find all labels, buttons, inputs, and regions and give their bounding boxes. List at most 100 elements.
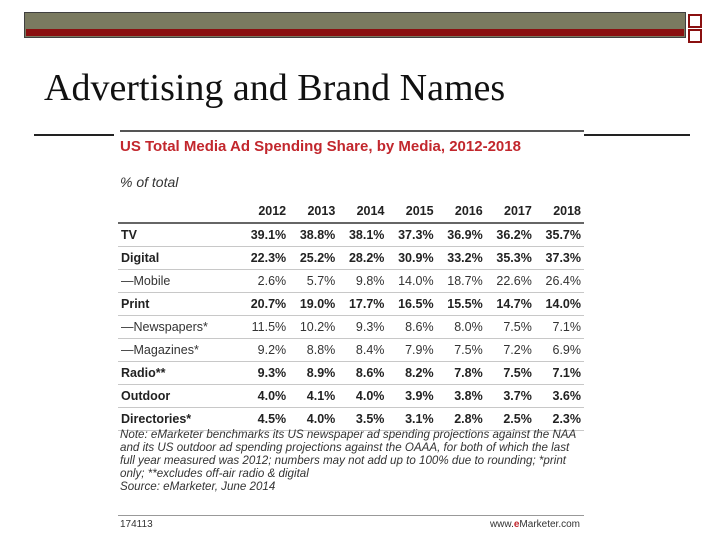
table-row: Digital 22.3% 25.2% 28.2% 30.9% 33.2% 35.3% 37.… (118, 246, 584, 270)
table-cell: 7.5% (485, 315, 535, 339)
row-label: —Newspapers* (118, 315, 240, 339)
title-underline-right (582, 134, 690, 136)
table-cell: 37.3% (534, 246, 584, 270)
ad-spending-figure: US Total Media Ad Spending Share, by Med… (114, 130, 584, 534)
table-cell: 14.0% (387, 269, 437, 293)
figure-subtitle: % of total (120, 174, 179, 190)
table-cell: 7.5% (485, 361, 535, 385)
table-cell: 9.3% (240, 361, 290, 385)
table-cell: 7.1% (534, 361, 584, 385)
column-header-year: 2017 (485, 199, 535, 224)
table-cell: 15.5% (436, 292, 486, 316)
figure-id: 174113 (120, 519, 153, 530)
table-cell: 4.0% (240, 384, 290, 408)
table-cell: 22.3% (240, 246, 290, 270)
column-header-year: 2015 (387, 199, 437, 224)
table-row: TV 39.1% 38.8% 38.1% 37.3% 36.9% 36.2% 35.7% (118, 223, 584, 247)
table-cell: 35.3% (485, 246, 535, 270)
table-cell: 8.6% (338, 361, 388, 385)
table-cell: 8.0% (436, 315, 486, 339)
table-header-row: 2012 2013 2014 2015 2016 2017 2018 (118, 199, 584, 224)
table-cell: 8.6% (387, 315, 437, 339)
table-cell: 8.2% (387, 361, 437, 385)
ad-spending-table: 2012 2013 2014 2015 2016 2017 2018 TV 39.1% 38.8… (118, 199, 584, 431)
table-cell: 2.3% (534, 407, 584, 431)
table-cell: 7.9% (387, 338, 437, 362)
row-label: TV (118, 223, 240, 247)
row-label: —Magazines* (118, 338, 240, 362)
table-cell: 7.8% (436, 361, 486, 385)
figure-note-text: Note: eMarketer benchmarks its US newspa… (120, 428, 576, 480)
column-header-year: 2018 (534, 199, 584, 224)
table-cell: 9.8% (338, 269, 388, 293)
slide-header-accent (26, 29, 684, 36)
table-cell: 38.8% (289, 223, 339, 247)
table-cell: 28.2% (338, 246, 388, 270)
figure-footer-rule (118, 515, 584, 516)
table-cell: 10.2% (289, 315, 339, 339)
table-cell: 7.2% (485, 338, 535, 362)
column-header-year: 2014 (338, 199, 388, 224)
table-cell: 26.4% (534, 269, 584, 293)
row-label: Print (118, 292, 240, 316)
table-cell: 3.9% (387, 384, 437, 408)
table-cell: 4.0% (289, 407, 339, 431)
table-cell: 11.5% (240, 315, 290, 339)
table-cell: 3.1% (387, 407, 437, 431)
table-cell: 8.4% (338, 338, 388, 362)
table-cell: 14.7% (485, 292, 535, 316)
table-cell: 9.3% (338, 315, 388, 339)
table-cell: 38.1% (338, 223, 388, 247)
row-label: Digital (118, 246, 240, 270)
table-cell: 6.9% (534, 338, 584, 362)
table-cell: 17.7% (338, 292, 388, 316)
figure-top-rule (120, 130, 584, 132)
table-cell: 2.6% (240, 269, 290, 293)
table-row: —Magazines* 9.2% 8.8% 8.4% 7.9% 7.5% 7.2% 6.9% (118, 338, 584, 362)
column-header-year: 2016 (436, 199, 486, 224)
table-cell: 7.1% (534, 315, 584, 339)
table-row: Directories* 4.5% 4.0% 3.5% 3.1% 2.8% 2.5% 2.3% (118, 407, 584, 431)
table-cell: 3.8% (436, 384, 486, 408)
figure-title: US Total Media Ad Spending Share, by Med… (120, 138, 521, 155)
table-cell: 2.8% (436, 407, 486, 431)
table-row: —Mobile 2.6% 5.7% 9.8% 14.0% 18.7% 22.6% 26.4% (118, 269, 584, 293)
column-header-label (118, 199, 240, 224)
table-cell: 39.1% (240, 223, 290, 247)
title-underline-left (34, 134, 122, 136)
table-row: Print 20.7% 19.0% 17.7% 16.5% 15.5% 14.7% 14.0% (118, 292, 584, 316)
table-cell: 25.2% (289, 246, 339, 270)
table-cell: 9.2% (240, 338, 290, 362)
corner-square-icon (688, 14, 702, 28)
column-header-year: 2012 (240, 199, 290, 224)
table-cell: 2.5% (485, 407, 535, 431)
table-row: Radio** 9.3% 8.9% 8.6% 8.2% 7.8% 7.5% 7.1% (118, 361, 584, 385)
table-cell: 18.7% (436, 269, 486, 293)
table-cell: 36.2% (485, 223, 535, 247)
table-cell: 37.3% (387, 223, 437, 247)
brand-suffix: Marketer.com (519, 519, 580, 530)
slide-title: Advertising and Brand Names (44, 67, 506, 109)
table-cell: 3.6% (534, 384, 584, 408)
table-cell: 33.2% (436, 246, 486, 270)
table-cell: 4.1% (289, 384, 339, 408)
table-cell: 3.7% (485, 384, 535, 408)
figure-note: Note: eMarketer benchmarks its US newspa… (120, 428, 582, 493)
table-cell: 3.5% (338, 407, 388, 431)
row-label: —Mobile (118, 269, 240, 293)
table-row: Outdoor 4.0% 4.1% 4.0% 3.9% 3.8% 3.7% 3.6% (118, 384, 584, 408)
table-cell: 8.9% (289, 361, 339, 385)
table-cell: 14.0% (534, 292, 584, 316)
table-cell: 20.7% (240, 292, 290, 316)
table-cell: 7.5% (436, 338, 486, 362)
row-label: Outdoor (118, 384, 240, 408)
corner-square-icon (688, 29, 702, 43)
emarketer-logo: www.eMarketer.com (490, 519, 580, 530)
table-cell: 5.7% (289, 269, 339, 293)
table-cell: 35.7% (534, 223, 584, 247)
table-cell: 4.0% (338, 384, 388, 408)
table-cell: 8.8% (289, 338, 339, 362)
table-cell: 16.5% (387, 292, 437, 316)
table-cell: 36.9% (436, 223, 486, 247)
table-cell: 19.0% (289, 292, 339, 316)
